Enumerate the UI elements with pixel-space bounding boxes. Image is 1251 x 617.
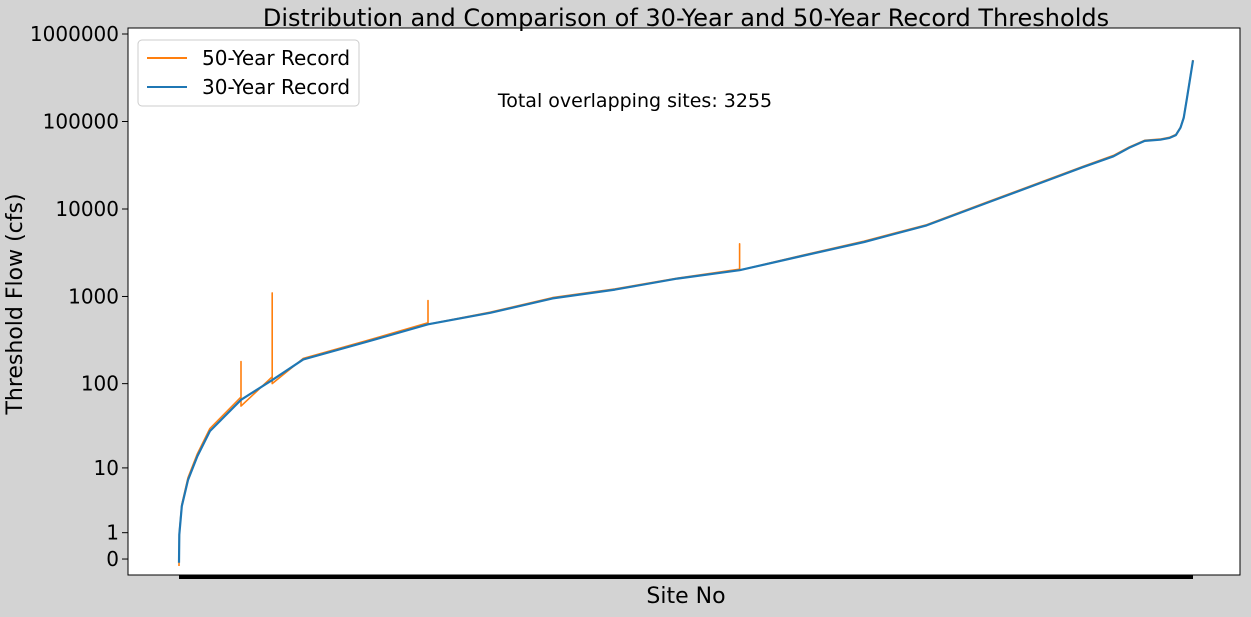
x-tick-band xyxy=(179,575,1193,579)
y-axis-label: Threshold Flow (cfs) xyxy=(3,193,28,415)
y-tick-label: 0 xyxy=(106,547,119,571)
y-tick-label: 100000 xyxy=(43,110,119,134)
y-tick-label: 10000 xyxy=(55,197,119,221)
y-axis: 01 10 100 1000 10000 100000 1000000 xyxy=(30,22,1193,579)
y-tick-label: 1000 xyxy=(68,284,119,308)
legend: 50-Year Record 30-Year Record xyxy=(137,39,360,107)
y-tick-label: 1 xyxy=(106,521,119,545)
legend-label: 50-Year Record xyxy=(202,46,350,70)
series-layer xyxy=(177,59,1195,567)
legend-label: 30-Year Record xyxy=(202,75,350,99)
x-axis-label: Site No xyxy=(646,584,725,609)
y-tick-label: 1000000 xyxy=(30,22,119,46)
series-line-30-year-record xyxy=(177,60,1195,563)
chart-annotation: Total overlapping sites: 3255 xyxy=(497,90,772,112)
plot-area xyxy=(127,27,1241,576)
legend-box xyxy=(137,39,360,107)
y-tick-label: 100 xyxy=(81,372,119,396)
y-tick-label: 10 xyxy=(94,456,119,480)
chart-title: Distribution and Comparison of 30-Year a… xyxy=(263,4,1109,32)
